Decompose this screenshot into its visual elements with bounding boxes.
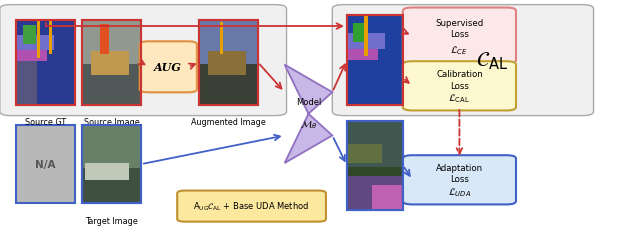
Bar	[347, 34, 378, 61]
FancyBboxPatch shape	[403, 62, 516, 111]
Text: $\mathcal{M}_{\theta}$: $\mathcal{M}_{\theta}$	[300, 118, 317, 131]
FancyBboxPatch shape	[177, 191, 326, 222]
Bar	[83, 126, 141, 203]
Text: $\mathcal{L}_{UDA}$: $\mathcal{L}_{UDA}$	[448, 185, 471, 198]
Bar	[208, 52, 246, 76]
Polygon shape	[285, 65, 332, 163]
Text: Target Image: Target Image	[85, 216, 138, 225]
Bar	[17, 21, 75, 105]
Bar	[17, 21, 75, 105]
Text: Model: Model	[296, 98, 321, 107]
Bar	[83, 21, 141, 105]
Text: Augmented Image: Augmented Image	[191, 118, 266, 127]
FancyBboxPatch shape	[0, 6, 287, 116]
Text: Adaptation
Loss: Adaptation Loss	[436, 164, 483, 184]
Bar	[347, 176, 403, 210]
Bar	[347, 16, 403, 105]
Text: AUG: AUG	[154, 62, 182, 73]
Text: Supervised
Loss: Supervised Loss	[435, 19, 484, 39]
Bar	[353, 23, 367, 43]
Bar	[83, 126, 141, 203]
Bar	[347, 121, 403, 210]
Bar	[347, 121, 403, 167]
FancyBboxPatch shape	[403, 8, 516, 64]
Bar	[200, 21, 258, 105]
Bar	[83, 126, 141, 168]
Bar	[17, 36, 47, 61]
Bar	[100, 25, 109, 55]
Text: Source Image: Source Image	[84, 118, 140, 127]
Bar	[85, 163, 129, 180]
Text: Source GT: Source GT	[25, 118, 66, 127]
FancyBboxPatch shape	[140, 42, 197, 93]
Bar	[364, 16, 368, 56]
Text: $\mathcal{L}_{CE}$: $\mathcal{L}_{CE}$	[451, 44, 468, 57]
Bar	[49, 21, 52, 55]
Text: N/A: N/A	[35, 159, 56, 169]
FancyBboxPatch shape	[403, 155, 516, 205]
Bar	[372, 185, 403, 210]
Text: Calibration
Loss: Calibration Loss	[436, 70, 483, 90]
Bar	[200, 21, 258, 65]
Bar	[200, 21, 258, 105]
Bar	[83, 21, 141, 65]
Bar	[83, 21, 141, 105]
Bar	[347, 16, 403, 105]
Bar	[37, 21, 40, 59]
FancyBboxPatch shape	[332, 6, 593, 116]
Text: $\mathcal{L}_{\mathrm{CAL}}$: $\mathcal{L}_{\mathrm{CAL}}$	[449, 92, 470, 105]
Bar	[347, 34, 385, 50]
Bar	[220, 22, 223, 55]
Bar	[347, 121, 403, 210]
Text: $\mathrm{A}_{\mathrm{UG}}\mathcal{C}_{\mathrm{AL}}$ + Base UDA Method: $\mathrm{A}_{\mathrm{UG}}\mathcal{C}_{\m…	[193, 200, 310, 212]
Bar	[24, 26, 36, 44]
Bar	[347, 144, 381, 164]
Bar	[17, 61, 37, 105]
Bar	[17, 126, 75, 203]
Text: $\mathcal{C}_{\mathrm{AL}}$: $\mathcal{C}_{\mathrm{AL}}$	[476, 50, 508, 72]
Bar	[92, 52, 129, 76]
Bar	[17, 36, 54, 51]
